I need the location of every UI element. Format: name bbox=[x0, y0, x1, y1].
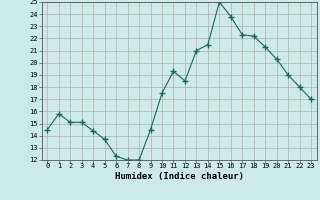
X-axis label: Humidex (Indice chaleur): Humidex (Indice chaleur) bbox=[115, 172, 244, 181]
